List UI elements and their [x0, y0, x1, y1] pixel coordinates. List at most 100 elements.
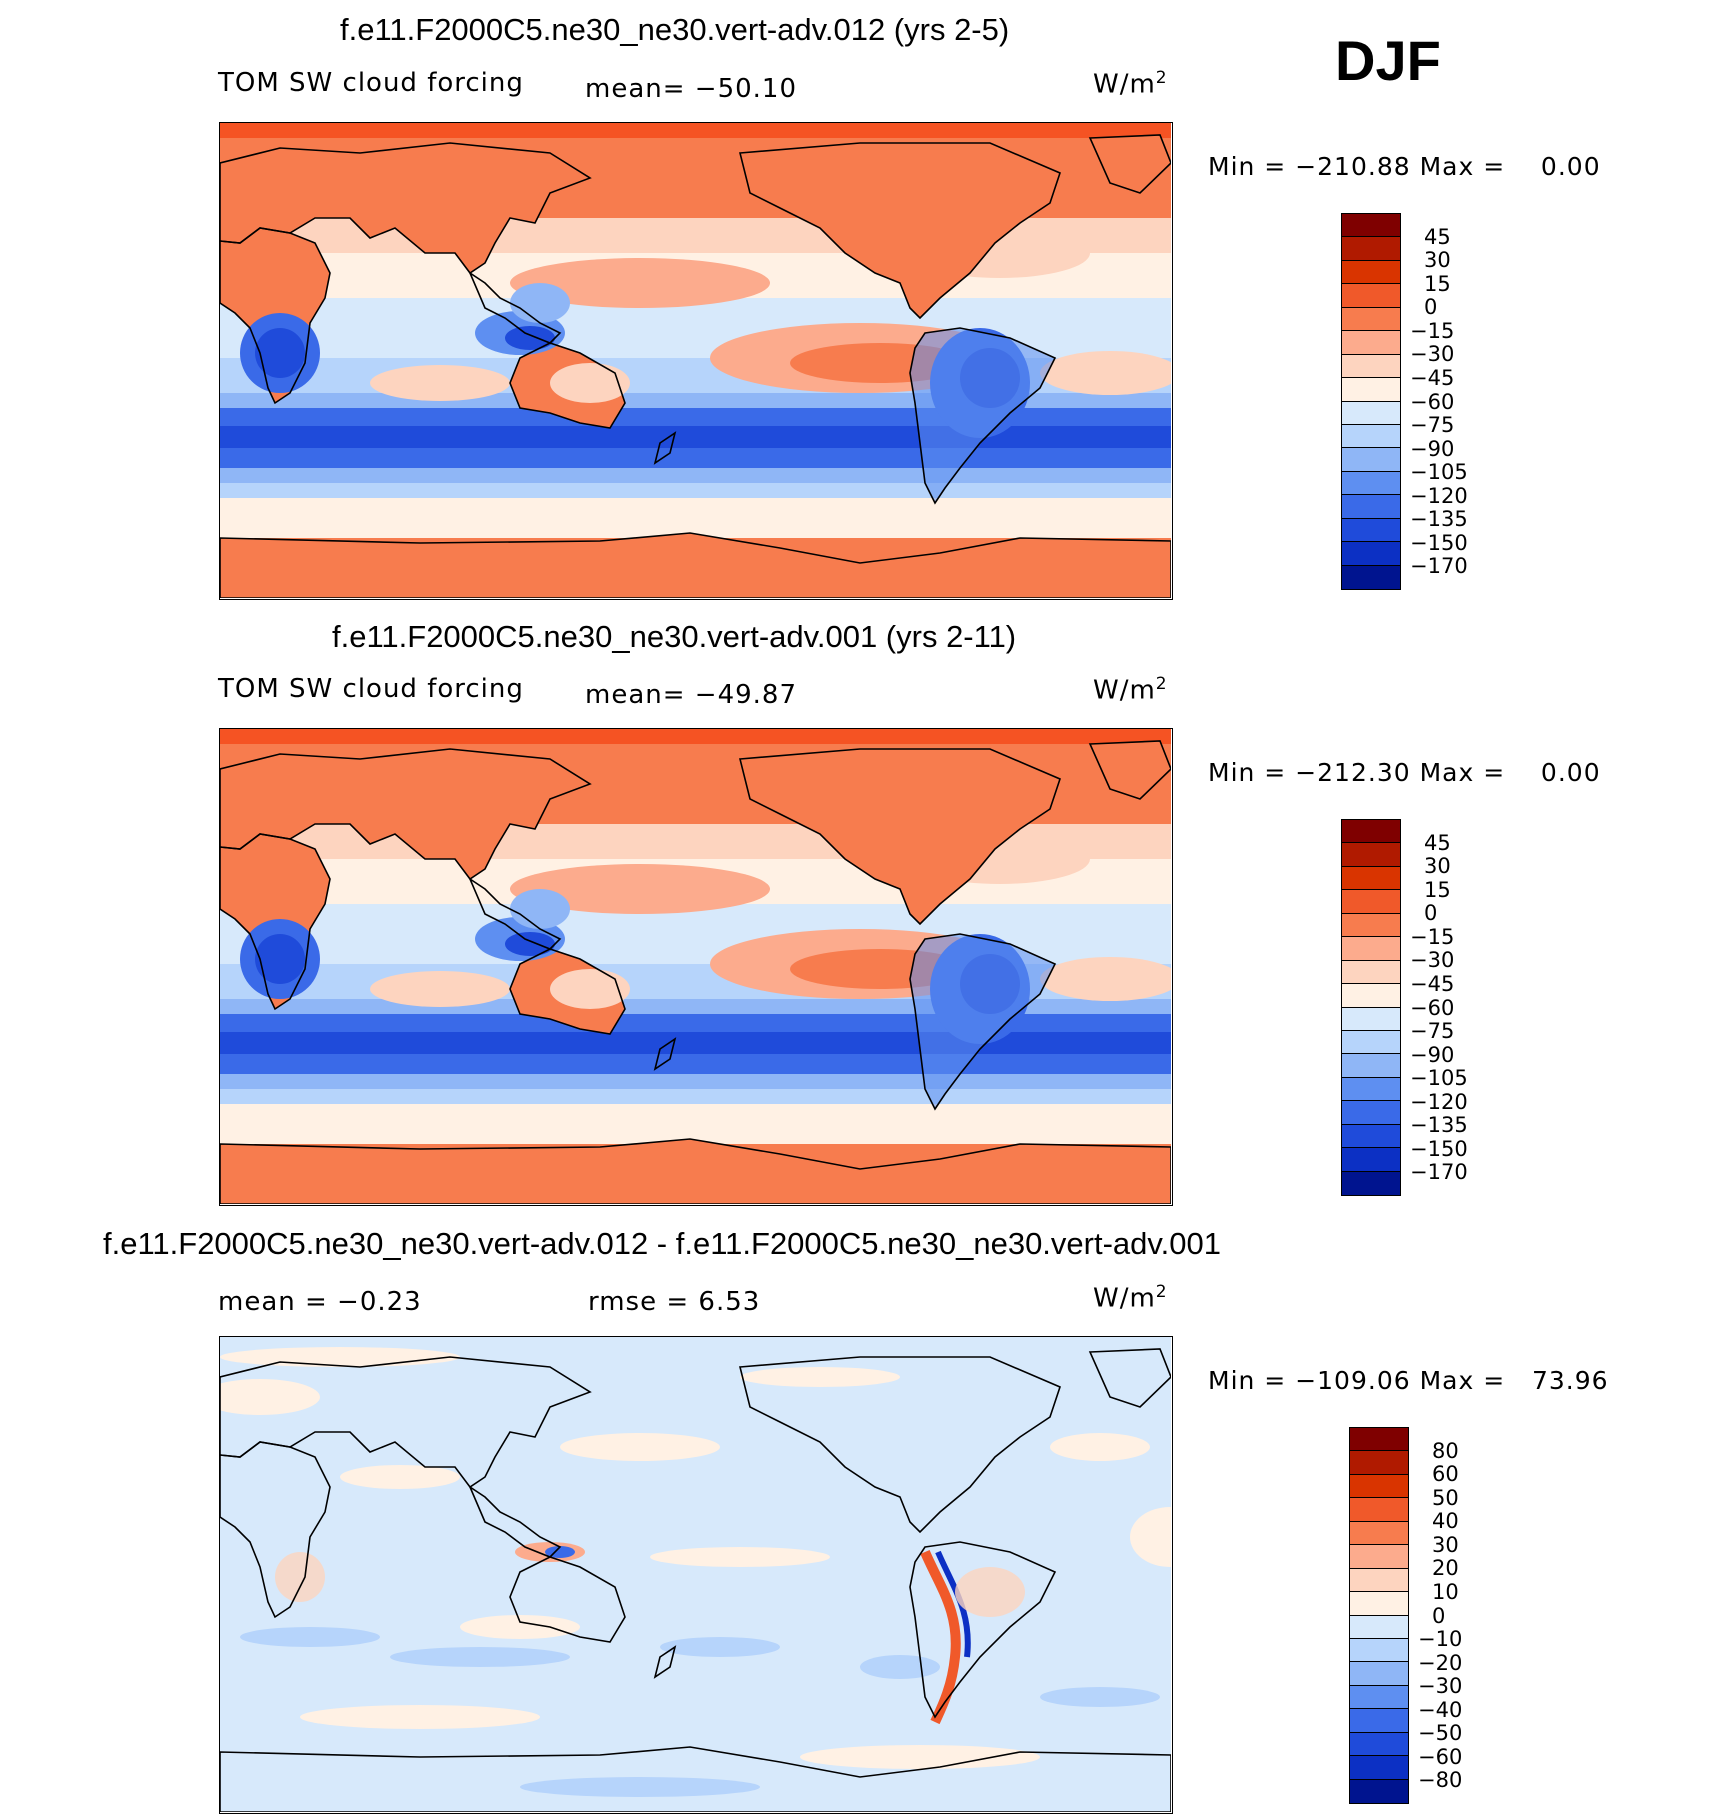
colorbar-tick-label: −105	[1410, 1066, 1468, 1091]
colorbar-swatch	[1350, 1545, 1408, 1569]
colorbar-swatch	[1342, 913, 1400, 938]
colorbar-swatch	[1342, 1077, 1400, 1102]
panel-2-mean: mean= −49.87	[585, 680, 798, 710]
panel-3-rmse: rmse = 6.53	[588, 1287, 761, 1317]
panel-3-colorbar	[1349, 1427, 1409, 1804]
colorbar-swatch	[1350, 1685, 1408, 1710]
colorbar-swatch	[1342, 284, 1400, 308]
panel-1-map	[219, 122, 1173, 600]
colorbar-swatch	[1350, 1521, 1408, 1546]
colorbar-swatch	[1342, 843, 1400, 867]
panel-2-variable: TOM SW cloud forcing	[218, 674, 524, 704]
colorbar-tick-label: 30	[1424, 854, 1451, 879]
colorbar-swatch	[1342, 518, 1400, 543]
colorbar-swatch	[1342, 820, 1400, 844]
colorbar-swatch	[1350, 1498, 1408, 1522]
colorbar-swatch	[1342, 307, 1400, 332]
colorbar-swatch	[1342, 1171, 1400, 1195]
colorbar-tick-label: −30	[1410, 342, 1455, 367]
panel-1-units: W/m2	[1093, 68, 1168, 100]
colorbar-tick-label: 0	[1432, 1603, 1446, 1628]
colorbar-tick-label: −105	[1410, 460, 1468, 485]
panel-2-colorbar	[1341, 819, 1401, 1196]
colorbar-tick-label: −60	[1410, 389, 1455, 414]
colorbar-tick-label: 0	[1424, 901, 1438, 926]
panel-2-map-field	[220, 729, 1171, 1204]
colorbar-tick-label: −80	[1418, 1768, 1463, 1793]
colorbar-swatch	[1342, 237, 1400, 261]
colorbar-tick-label: −75	[1410, 1019, 1455, 1044]
colorbar-tick-label: −150	[1410, 1136, 1468, 1161]
colorbar-tick-label: −90	[1410, 1042, 1455, 1067]
colorbar-swatch	[1350, 1428, 1408, 1452]
colorbar-tick-label: −20	[1418, 1650, 1463, 1675]
colorbar-tick-label: 0	[1424, 295, 1438, 320]
colorbar-tick-label: 80	[1432, 1438, 1459, 1463]
colorbar-tick-label: −170	[1410, 554, 1468, 579]
colorbar-swatch	[1342, 401, 1400, 425]
colorbar-swatch	[1342, 448, 1400, 472]
colorbar-swatch	[1342, 1124, 1400, 1149]
colorbar-tick-label: −60	[1418, 1744, 1463, 1769]
colorbar-tick-label: −50	[1418, 1721, 1463, 1746]
colorbar-tick-label: 45	[1424, 830, 1451, 855]
colorbar-swatch	[1342, 378, 1400, 402]
colorbar-swatch	[1350, 1615, 1408, 1639]
colorbar-swatch	[1342, 565, 1400, 589]
panel-3-map-field	[220, 1337, 1171, 1812]
colorbar-swatch	[1342, 1148, 1400, 1172]
colorbar-swatch	[1350, 1756, 1408, 1780]
colorbar-tick-label: −135	[1410, 507, 1468, 532]
colorbar-swatch	[1342, 1054, 1400, 1078]
colorbar-tick-label: −45	[1410, 971, 1455, 996]
colorbar-swatch	[1342, 1007, 1400, 1031]
colorbar-swatch	[1350, 1568, 1408, 1593]
panel-2-minmax: Min = −212.30 Max = 0.00	[1208, 758, 1601, 787]
colorbar-tick-label: 10	[1432, 1579, 1459, 1604]
colorbar-tick-label: 20	[1432, 1556, 1459, 1581]
colorbar-tick-label: 15	[1424, 271, 1451, 296]
colorbar-tick-label: −135	[1410, 1113, 1468, 1138]
colorbar-swatch	[1342, 1030, 1400, 1055]
colorbar-tick-label: −120	[1410, 1089, 1468, 1114]
panel-3-units: W/m2	[1093, 1282, 1168, 1314]
colorbar-tick-label: −15	[1410, 318, 1455, 343]
panel-2-title: f.e11.F2000C5.ne30_ne30.vert-adv.001 (yr…	[332, 619, 1017, 654]
colorbar-tick-label: −45	[1410, 365, 1455, 390]
colorbar-tick-label: 50	[1432, 1485, 1459, 1510]
panel-1-minmax: Min = −210.88 Max = 0.00	[1208, 152, 1601, 181]
colorbar-tick-label: −90	[1410, 436, 1455, 461]
panel-1-variable: TOM SW cloud forcing	[218, 68, 524, 98]
colorbar-tick-label: 60	[1432, 1462, 1459, 1487]
colorbar-tick-label: 30	[1432, 1532, 1459, 1557]
colorbar-tick-label: 40	[1432, 1509, 1459, 1534]
panel-1-mean: mean= −50.10	[585, 74, 798, 104]
colorbar-swatch	[1350, 1732, 1408, 1757]
colorbar-swatch	[1350, 1592, 1408, 1616]
colorbar-tick-label: −170	[1410, 1160, 1468, 1185]
panel-1-title: f.e11.F2000C5.ne30_ne30.vert-adv.012 (yr…	[340, 12, 1010, 47]
colorbar-swatch	[1350, 1779, 1408, 1803]
panel-3-map	[219, 1336, 1173, 1814]
colorbar-swatch	[1342, 984, 1400, 1008]
panel-3-minmax: Min = −109.06 Max = 73.96	[1208, 1366, 1609, 1395]
panel-3-mean: mean = −0.23	[218, 1287, 422, 1317]
colorbar-tick-label: −30	[1418, 1674, 1463, 1699]
colorbar-swatch	[1342, 1101, 1400, 1125]
colorbar-tick-label: −120	[1410, 483, 1468, 508]
colorbar-swatch	[1342, 260, 1400, 285]
panel-2-units: W/m2	[1093, 674, 1168, 706]
colorbar-swatch	[1342, 866, 1400, 891]
colorbar-swatch	[1342, 471, 1400, 496]
colorbar-swatch	[1342, 890, 1400, 914]
panel-1-colorbar	[1341, 213, 1401, 590]
colorbar-swatch	[1350, 1451, 1408, 1475]
colorbar-tick-label: −10	[1418, 1627, 1463, 1652]
colorbar-swatch	[1350, 1662, 1408, 1686]
colorbar-swatch	[1350, 1474, 1408, 1499]
colorbar-tick-label: −15	[1410, 924, 1455, 949]
season-label: DJF	[1335, 29, 1441, 92]
colorbar-swatch	[1342, 354, 1400, 379]
colorbar-swatch	[1342, 495, 1400, 519]
colorbar-tick-label: 15	[1424, 877, 1451, 902]
